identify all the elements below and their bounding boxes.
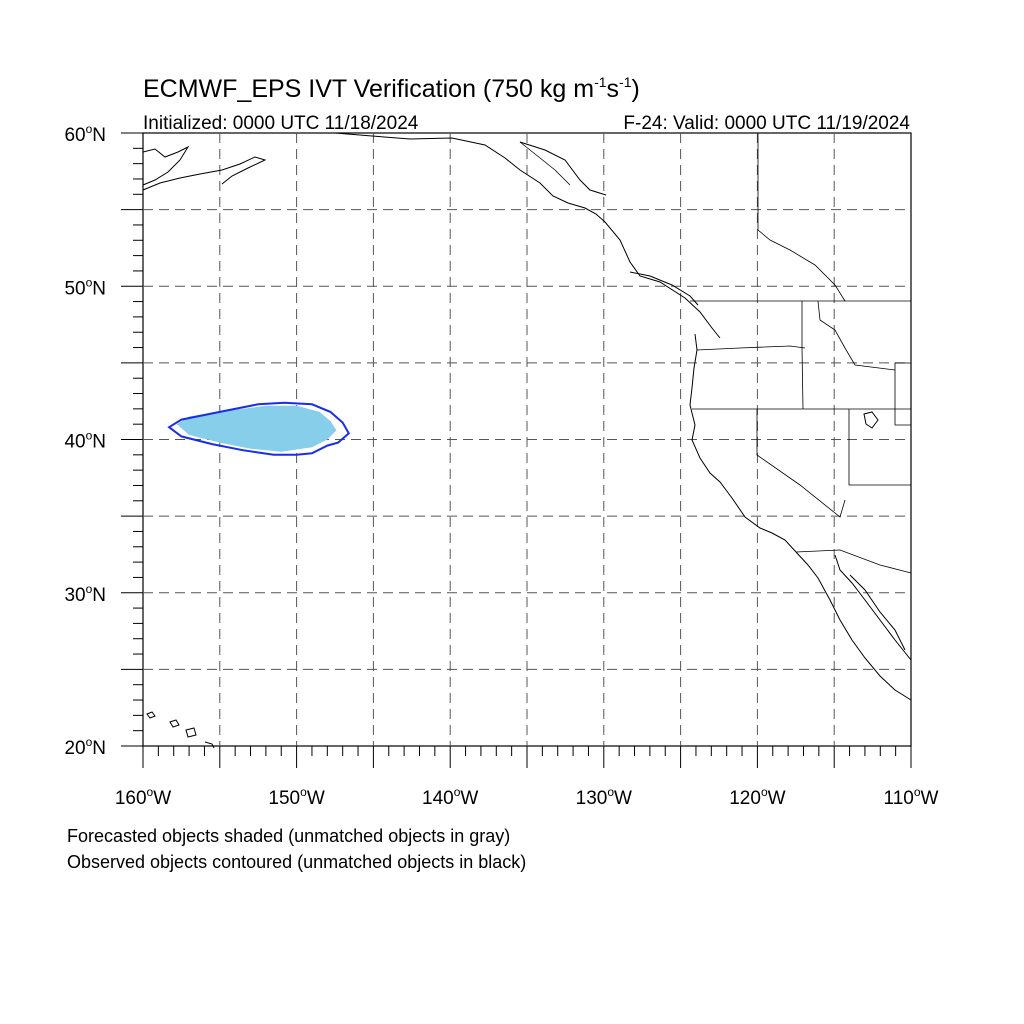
observed-object-contour <box>167 401 351 456</box>
chart-title: ECMWF_EPS IVT Verification (750 kg m-1s-… <box>143 74 640 103</box>
great-salt-lake <box>863 411 879 429</box>
oregon-northern-border <box>696 345 806 351</box>
lat-label: 30oN <box>64 582 106 606</box>
idaho-eastern-border <box>817 300 896 371</box>
map-plot-area <box>121 132 912 768</box>
latitude-labels: 60oN 50oN 40oN 30oN 20oN <box>64 122 106 759</box>
coastline-baja-california <box>795 551 912 701</box>
initialized-time: Initialized: 0000 UTC 11/18/2024 <box>143 113 419 134</box>
coastline-western-alaska <box>142 145 190 186</box>
political-borders <box>519 133 912 574</box>
legend-forecast-text: Forecasted objects shaded (unmatched obj… <box>67 826 511 846</box>
island-oahu <box>169 719 180 728</box>
lat-label: 60oN <box>64 122 106 146</box>
lat-label: 50oN <box>64 275 106 299</box>
island-maui <box>185 727 197 738</box>
lat-label: 20oN <box>64 735 106 759</box>
forecast-object-shaded <box>176 405 337 452</box>
lon-label: 130oW <box>576 785 632 809</box>
lat-label: 40oN <box>64 429 106 453</box>
longitude-labels: 160oW 150oW 140oW 130oW 120oW 110oW <box>115 785 939 809</box>
idaho-western-border <box>801 301 804 410</box>
alaska-canada-border <box>519 141 571 186</box>
lon-label: 120oW <box>729 785 785 809</box>
coastline-mexico-mainland <box>849 574 906 651</box>
coastline-gulf-of-alaska <box>334 132 721 339</box>
lon-label: 140oW <box>422 785 478 809</box>
lon-label: 110oW <box>884 785 939 809</box>
coastline-alaska-panhandle <box>519 141 607 196</box>
coastlines <box>142 132 912 749</box>
wyoming-border <box>894 362 912 426</box>
us-mexico-border <box>795 549 912 574</box>
coastline-vancouver-island <box>629 271 699 306</box>
california-nevada-border <box>756 409 846 518</box>
nevada-eastern-border <box>848 409 911 486</box>
island-kauai <box>146 711 156 719</box>
lon-label: 160oW <box>115 785 171 809</box>
coastline-alaska-peninsula <box>142 156 267 191</box>
bc-alberta-border <box>757 133 846 302</box>
coastline-gulf-of-california <box>834 554 912 661</box>
island-big-island <box>204 741 215 749</box>
valid-time: F-24: Valid: 0000 UTC 11/19/2024 <box>623 113 910 134</box>
coastline-us-west <box>689 333 797 553</box>
legend-observed-text: Observed objects contoured (unmatched ob… <box>67 852 527 872</box>
lon-label: 150oW <box>268 785 324 809</box>
